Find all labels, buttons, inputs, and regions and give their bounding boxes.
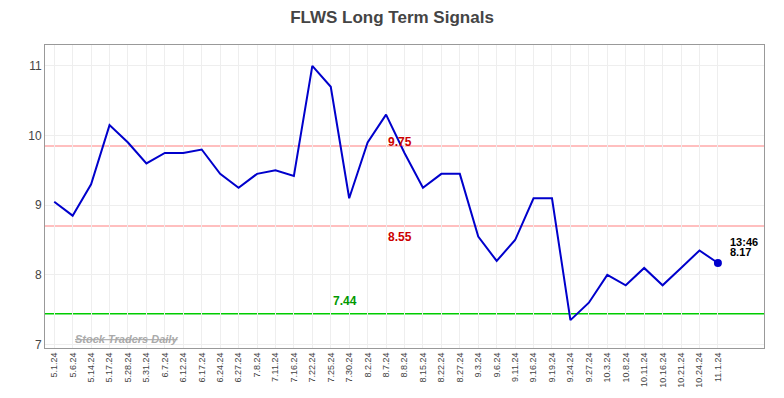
svg-text:5.28.24: 5.28.24 <box>123 353 133 383</box>
svg-text:6.7.24: 6.7.24 <box>160 353 170 378</box>
svg-text:7.16.24: 7.16.24 <box>289 353 299 383</box>
svg-text:13:46: 13:46 <box>730 236 758 248</box>
svg-text:7.22.24: 7.22.24 <box>307 353 317 383</box>
svg-text:11: 11 <box>29 59 42 73</box>
svg-text:8.27.24: 8.27.24 <box>455 353 465 383</box>
svg-text:Stock Traders Daily: Stock Traders Daily <box>75 333 178 345</box>
svg-text:6.27.24: 6.27.24 <box>234 353 244 383</box>
svg-text:8.7.24: 8.7.24 <box>381 353 391 378</box>
svg-text:9: 9 <box>35 198 42 212</box>
svg-text:9.6.24: 9.6.24 <box>492 353 502 378</box>
svg-text:10.16.24: 10.16.24 <box>658 353 668 388</box>
svg-text:8.55: 8.55 <box>388 230 412 244</box>
svg-text:8.8.24: 8.8.24 <box>399 353 409 378</box>
svg-text:8.22.24: 8.22.24 <box>436 353 446 383</box>
svg-text:11.1.24: 11.1.24 <box>713 353 723 382</box>
svg-text:10.11.24: 10.11.24 <box>639 353 649 387</box>
svg-text:9.24.24: 9.24.24 <box>565 353 575 383</box>
svg-text:5.6.24: 5.6.24 <box>68 353 78 378</box>
svg-text:8: 8 <box>35 268 42 282</box>
svg-text:7.44: 7.44 <box>333 294 357 308</box>
svg-text:8.15.24: 8.15.24 <box>418 353 428 383</box>
svg-text:7.25.24: 7.25.24 <box>326 353 336 383</box>
svg-text:9.75: 9.75 <box>388 135 412 149</box>
svg-text:10: 10 <box>28 129 42 143</box>
svg-text:5.1.24: 5.1.24 <box>49 353 59 378</box>
svg-text:10.8.24: 10.8.24 <box>621 353 631 383</box>
svg-text:6.12.24: 6.12.24 <box>178 353 188 383</box>
svg-text:9.11.24: 9.11.24 <box>510 353 520 382</box>
svg-text:7.30.24: 7.30.24 <box>344 353 354 383</box>
svg-text:9.27.24: 9.27.24 <box>584 353 594 383</box>
svg-text:5.14.24: 5.14.24 <box>86 353 96 383</box>
svg-text:10.3.24: 10.3.24 <box>602 353 612 383</box>
svg-text:8.2.24: 8.2.24 <box>363 353 373 378</box>
svg-text:9.3.24: 9.3.24 <box>473 353 483 378</box>
svg-text:6.24.24: 6.24.24 <box>215 353 225 383</box>
svg-text:7.11.24: 7.11.24 <box>270 353 280 382</box>
svg-text:9.16.24: 9.16.24 <box>528 353 538 383</box>
svg-text:9.19.24: 9.19.24 <box>547 353 557 383</box>
svg-text:10.24.24: 10.24.24 <box>694 353 704 388</box>
svg-text:7: 7 <box>35 338 42 352</box>
svg-text:FLWS Long Term Signals: FLWS Long Term Signals <box>290 8 494 27</box>
svg-text:8.17: 8.17 <box>730 246 751 258</box>
svg-text:5.31.24: 5.31.24 <box>141 353 151 383</box>
svg-text:5.17.24: 5.17.24 <box>104 353 114 383</box>
svg-text:6.17.24: 6.17.24 <box>197 353 207 383</box>
svg-text:10.21.24: 10.21.24 <box>676 353 686 388</box>
svg-text:7.8.24: 7.8.24 <box>252 353 262 378</box>
